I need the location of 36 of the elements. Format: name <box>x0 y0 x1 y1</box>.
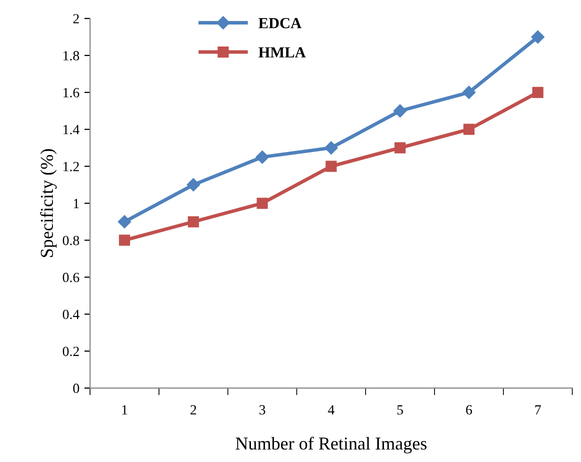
y-tick-label: 2 <box>73 14 79 24</box>
x-tick-label: 5 <box>397 405 403 415</box>
legend-label: HMLA <box>258 47 306 58</box>
x-tick-label: 1 <box>122 405 128 414</box>
point <box>118 215 132 228</box>
point <box>118 234 130 246</box>
legend-label: EDCA <box>258 18 302 28</box>
y-tick-label: 0.2 <box>62 346 79 356</box>
point <box>186 178 200 192</box>
y-tick-label: 1 <box>74 198 79 208</box>
y-tick-label: 1.8 <box>64 51 80 60</box>
x-axis-title: Number of Retinal Images <box>236 436 427 454</box>
point <box>531 30 544 44</box>
y-tick-label: 0 <box>73 384 80 394</box>
x-tick-label: 6 <box>466 405 472 415</box>
point <box>256 198 268 209</box>
point <box>324 141 338 154</box>
point <box>256 150 269 164</box>
point <box>393 104 407 118</box>
y-tick-label: 1.2 <box>64 162 79 172</box>
y-tick-label: 1.6 <box>64 88 80 98</box>
point <box>188 216 199 228</box>
x-tick-label: 4 <box>328 405 334 414</box>
x-tick-label: 2 <box>190 405 196 414</box>
y-tick-label: 0.8 <box>62 236 80 246</box>
point <box>462 86 476 99</box>
y-tick-label: 0.4 <box>62 310 80 320</box>
y-axis-title: Specificity (%) <box>40 149 57 257</box>
point <box>532 86 544 98</box>
point <box>394 142 406 154</box>
point <box>463 124 475 135</box>
y-tick-label: 0.6 <box>62 272 80 282</box>
x-tick-label: 3 <box>259 405 266 415</box>
point <box>326 160 337 172</box>
x-tick-label: 7 <box>535 405 541 414</box>
y-tick-label: 1.4 <box>64 125 80 134</box>
